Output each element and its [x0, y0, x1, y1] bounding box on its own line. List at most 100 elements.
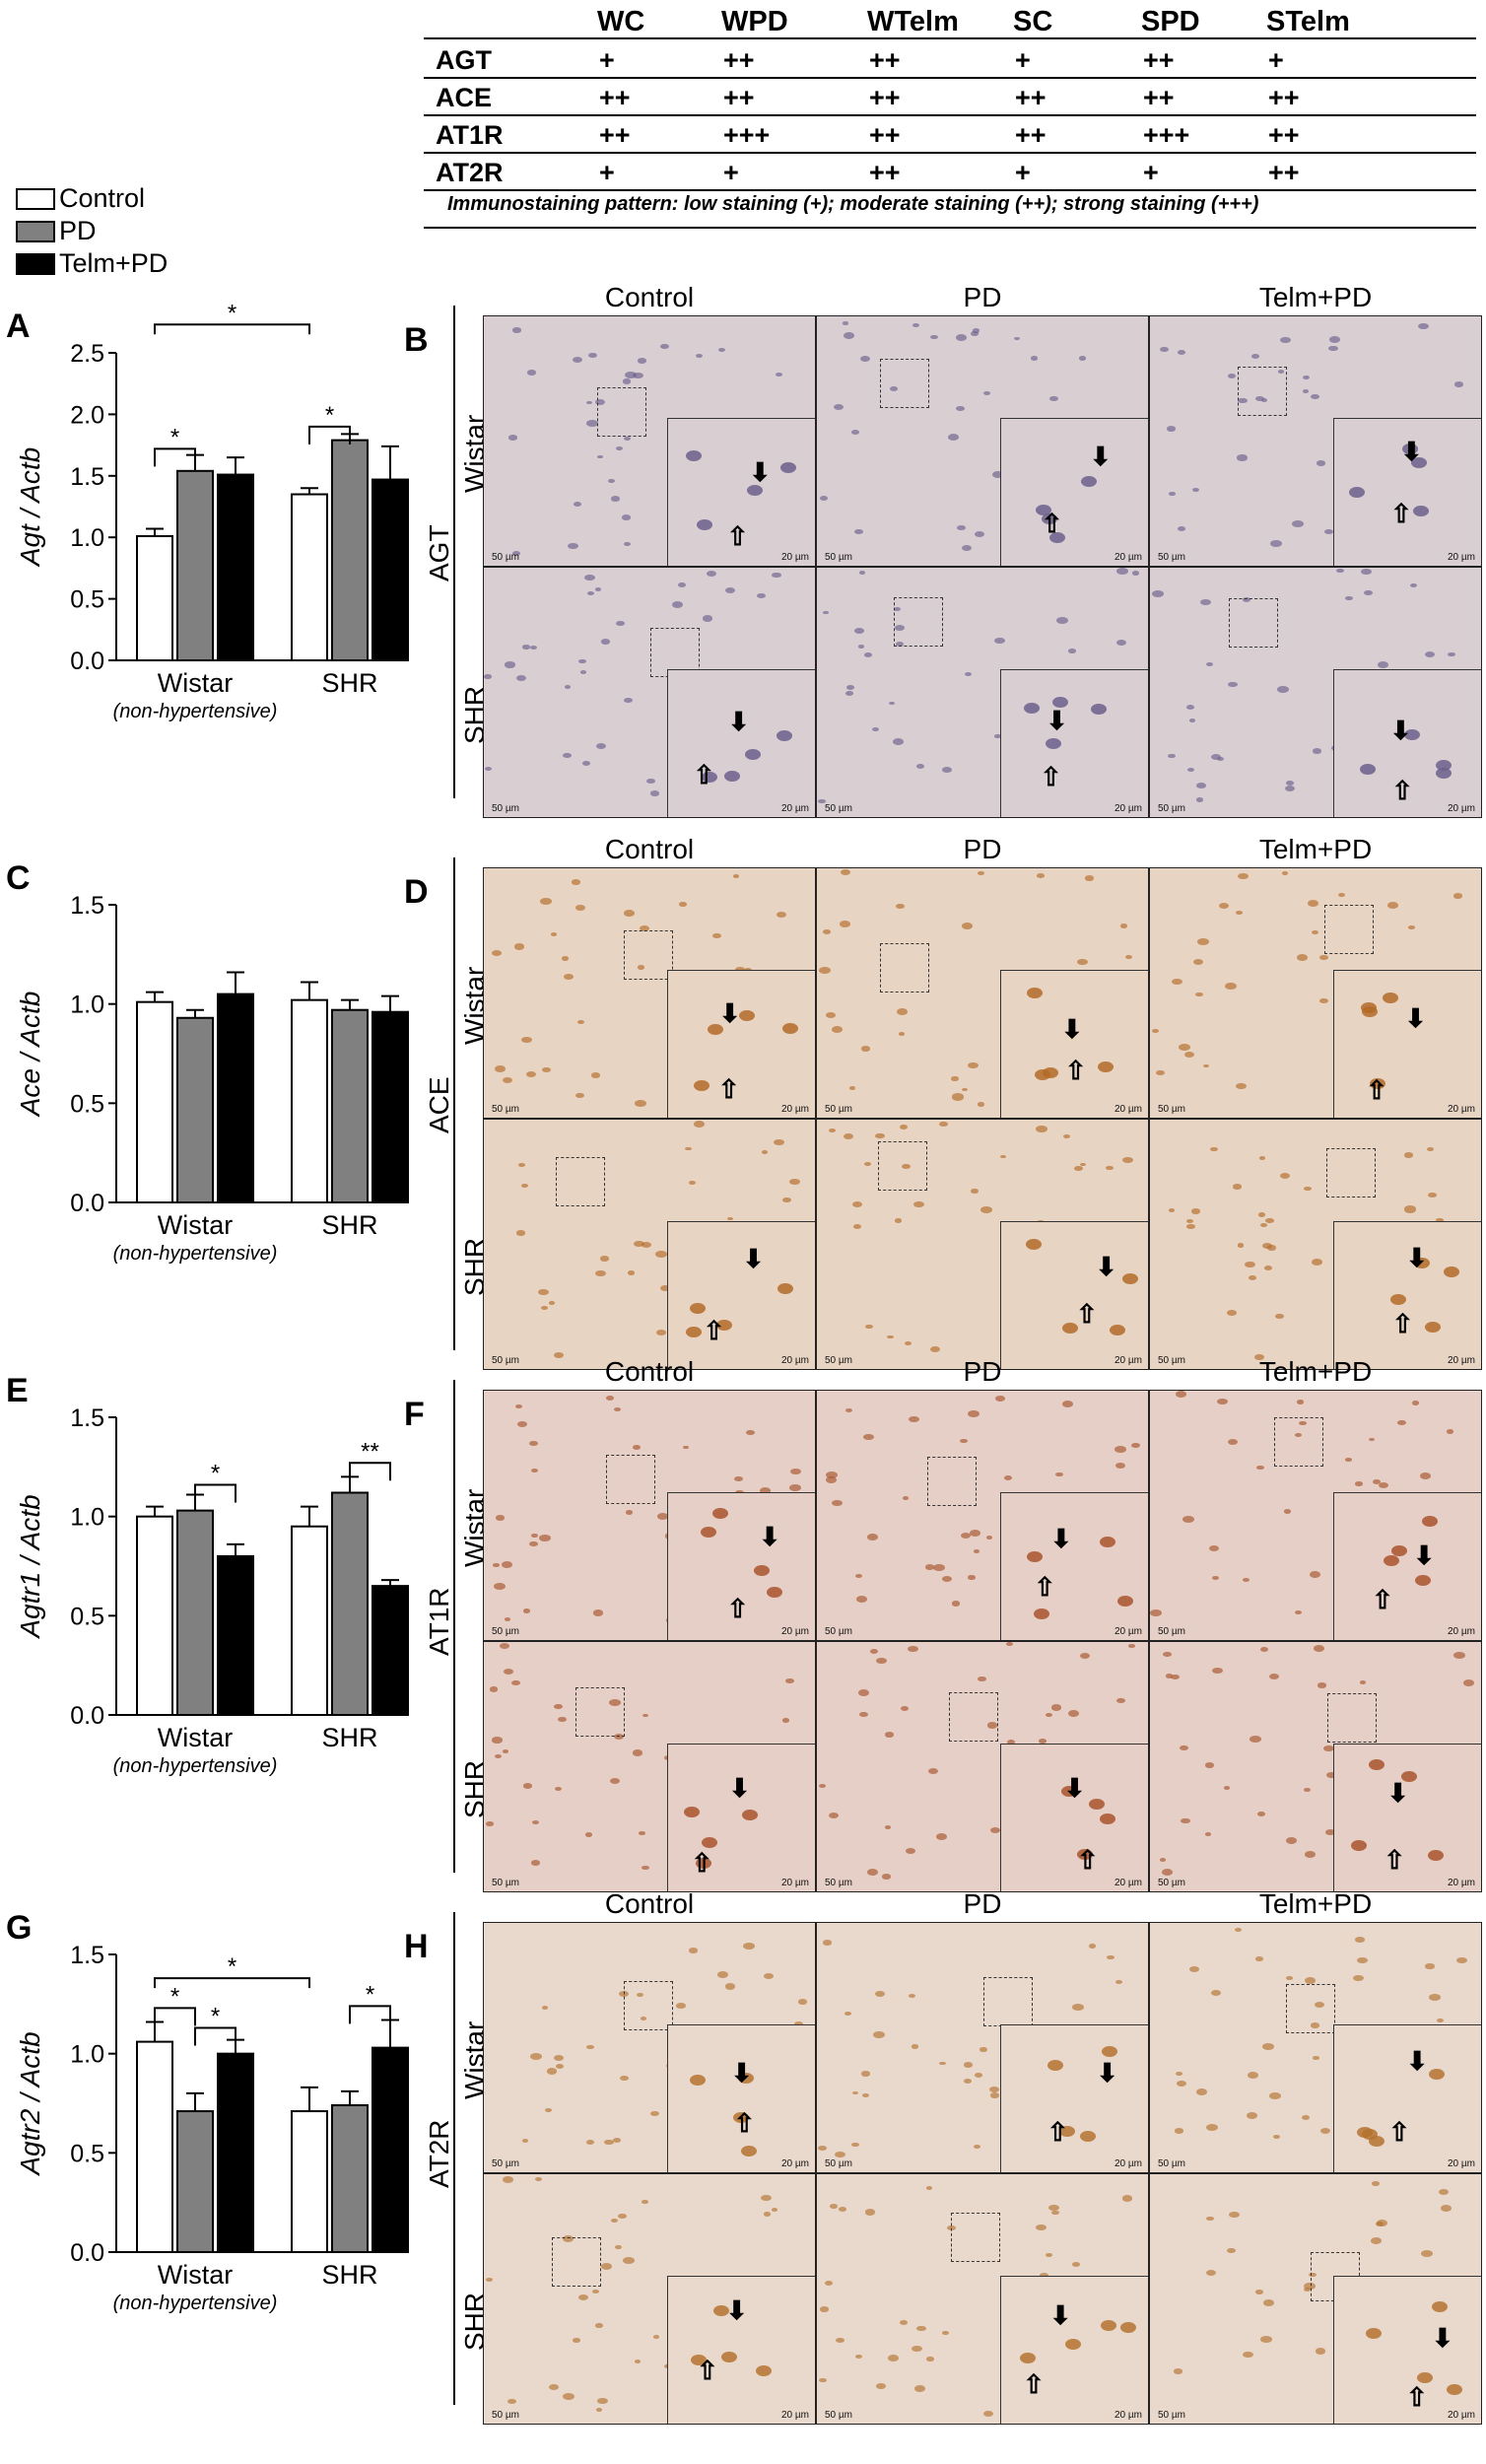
nucleus [1175, 2071, 1183, 2077]
nucleus [1168, 753, 1177, 759]
nucleus [516, 1230, 526, 1236]
nucleus [764, 1972, 775, 1979]
nucleus [759, 1487, 771, 1495]
nucleus [637, 358, 647, 364]
nucleus [1427, 1192, 1437, 1198]
nucleus [1080, 2131, 1097, 2143]
micrograph-tile: ⬇ ⇧ 50 µm 20 µm [1149, 567, 1482, 818]
nucleus [738, 2072, 755, 2084]
nucleus [1446, 2383, 1462, 2395]
nucleus [1114, 1446, 1126, 1453]
nucleus [1036, 505, 1052, 516]
nucleus [838, 2206, 847, 2212]
nucleus [1174, 2128, 1183, 2134]
nucleus [951, 1076, 959, 1081]
nucleus [677, 582, 686, 587]
nucleus [1412, 505, 1429, 516]
x-category-sublabel: (non-hypertensive) [113, 2293, 278, 2314]
nucleus [1227, 1310, 1237, 1317]
nucleus [656, 1513, 668, 1520]
nucleus [1181, 1817, 1190, 1824]
nucleus [977, 1677, 986, 1682]
nucleus [822, 1940, 833, 1947]
nucleus [554, 1704, 564, 1710]
nucleus [717, 347, 726, 353]
nucleus [894, 1218, 902, 1223]
nucleus [1285, 781, 1294, 786]
filled-arrow-icon: ⬇ [742, 1244, 765, 1274]
nucleus [840, 869, 850, 876]
nucleus [1084, 875, 1095, 882]
scale-bar-inset: 20 µm [1448, 1878, 1475, 1888]
nucleus [485, 2278, 493, 2283]
nucleus [1294, 1433, 1302, 1438]
bar [291, 1525, 328, 1716]
nucleus [572, 356, 582, 363]
nucleus [962, 1087, 969, 1092]
nucleus [913, 1200, 924, 1207]
nucleus [604, 2139, 614, 2146]
nucleus [575, 1093, 585, 1099]
filled-arrow-icon: ⬇ [1096, 2058, 1118, 2088]
nucleus [623, 2256, 636, 2264]
nucleus [1071, 2261, 1081, 2267]
significance-bracket [194, 2026, 236, 2046]
nucleus [1098, 1061, 1114, 1072]
roi-box [879, 943, 929, 993]
nucleus [855, 2355, 862, 2360]
nucleus [788, 1178, 800, 1186]
scale-bar-inset: 20 µm [781, 1626, 809, 1637]
nucleus [1166, 426, 1177, 432]
nucleus [873, 2030, 886, 2038]
nucleus [727, 1216, 734, 1221]
nucleus [652, 2335, 660, 2340]
nucleus [568, 542, 578, 549]
open-arrow-icon: ⇧ [1390, 498, 1412, 528]
nucleus [772, 572, 781, 579]
nucleus [930, 334, 938, 340]
nucleus [941, 766, 952, 773]
nucleus [781, 1023, 798, 1035]
nucleus [1425, 651, 1436, 658]
nucleus [743, 1942, 755, 1950]
nucleus [790, 1468, 801, 1475]
nucleus [1418, 322, 1429, 330]
nucleus [1328, 336, 1341, 344]
y-tick-label: 1.5 [70, 892, 104, 920]
nucleus [1106, 1954, 1114, 1960]
nucleus [825, 1012, 836, 1018]
scale-bar-main: 50 µm [492, 1878, 519, 1888]
nucleus [1291, 520, 1304, 528]
significance-bracket [194, 1483, 236, 1503]
scale-bar-main: 50 µm [825, 2410, 852, 2421]
nucleus [1368, 1759, 1385, 1771]
filled-arrow-icon: ⬇ [1413, 1540, 1436, 1570]
scale-bar-inset: 20 µm [1114, 1104, 1142, 1115]
nucleus [763, 2212, 771, 2217]
nucleus [896, 1008, 908, 1015]
nucleus [741, 2146, 757, 2157]
nucleus [572, 879, 581, 885]
scale-bar-main: 50 µm [1158, 552, 1185, 563]
nucleus [1277, 369, 1285, 374]
nucleus [683, 1806, 700, 1817]
inset-magnified: ⬇ ⇧ [667, 1221, 815, 1369]
nucleus [713, 2304, 730, 2316]
nucleus [979, 2047, 987, 2052]
nucleus [753, 1564, 770, 1576]
bar [331, 1008, 369, 1203]
filled-arrow-icon: ⬇ [1405, 1242, 1428, 1272]
nucleus [1362, 1005, 1379, 1017]
inset-magnified: ⬇ ⇧ [1000, 1492, 1148, 1640]
nucleus [798, 1999, 808, 2005]
nucleus [1429, 1994, 1441, 2002]
nucleus [1232, 1184, 1242, 1190]
nucleus [1311, 930, 1319, 935]
nucleus [594, 586, 602, 591]
table-cell: + [599, 158, 615, 187]
nucleus [1453, 1652, 1466, 1660]
nucleus [1320, 2128, 1331, 2135]
table-cell: + [1143, 158, 1159, 187]
nucleus [637, 1993, 643, 1998]
nucleus [693, 1120, 706, 1128]
